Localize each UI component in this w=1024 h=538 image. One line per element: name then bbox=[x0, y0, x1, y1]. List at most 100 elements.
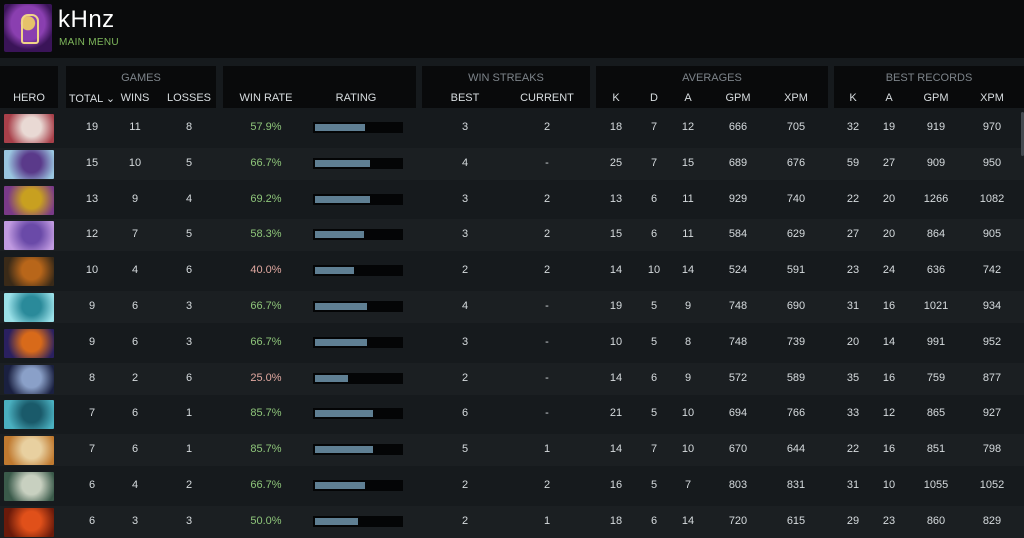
best-gpm-cell: 991 bbox=[926, 335, 946, 348]
avg-gpm-cell: 720 bbox=[728, 514, 748, 527]
col-best-gpm[interactable]: GPM bbox=[923, 92, 949, 104]
col-best-assists[interactable]: A bbox=[885, 92, 893, 104]
total-cell: 13 bbox=[85, 192, 99, 205]
table-row[interactable]: 9 6 3 66.7% 3 - 10 5 8 748 739 20 14 991 952 bbox=[0, 327, 1024, 359]
table-row[interactable]: 12 7 5 58.3% 3 2 15 6 11 584 629 27 20 864 905 bbox=[0, 219, 1024, 251]
col-avg-assists[interactable]: A bbox=[684, 92, 692, 104]
col-losses[interactable]: LOSSES bbox=[166, 92, 212, 104]
avg-xpm-cell: 591 bbox=[786, 264, 806, 277]
best-kills-cell: 27 bbox=[846, 228, 860, 241]
table-row[interactable]: 13 9 4 69.2% 3 2 13 6 11 929 740 22 20 1266 1082 bbox=[0, 184, 1024, 216]
col-best-streak[interactable]: BEST bbox=[450, 92, 480, 104]
rating-bar-fill bbox=[315, 517, 358, 525]
losses-cell: 1 bbox=[185, 443, 193, 456]
table-row[interactable]: 7 6 1 85.7% 5 1 14 7 10 670 644 22 16 851 798 bbox=[0, 434, 1024, 466]
total-cell: 9 bbox=[88, 300, 96, 312]
profile-avatar[interactable] bbox=[4, 4, 52, 52]
current-streak-cell: - bbox=[545, 156, 549, 169]
table-row[interactable]: 8 2 6 25.0% 2 - 14 6 9 572 589 35 16 759 877 bbox=[0, 363, 1024, 395]
losses-cell: 6 bbox=[185, 371, 193, 384]
rating-bar bbox=[313, 515, 403, 527]
col-avg-kills[interactable]: K bbox=[612, 92, 620, 104]
hero-portrait[interactable] bbox=[4, 507, 54, 537]
win-rate-cell: 85.7% bbox=[250, 407, 282, 420]
avg-assists-cell: 9 bbox=[684, 371, 692, 384]
best-streak-cell: 2 bbox=[461, 514, 469, 527]
best-gpm-cell: 851 bbox=[926, 443, 946, 456]
hero-portrait[interactable] bbox=[4, 400, 54, 430]
rating-bar bbox=[313, 408, 403, 420]
avg-xpm-cell: 739 bbox=[786, 335, 806, 348]
best-xpm-cell: 905 bbox=[982, 228, 1002, 241]
col-best-kills[interactable]: K bbox=[849, 92, 857, 104]
col-avg-gpm[interactable]: GPM bbox=[725, 92, 751, 104]
scrollbar-thumb[interactable] bbox=[1021, 112, 1024, 156]
table-row[interactable]: 6 4 2 66.7% 2 2 16 5 7 803 831 31 10 1055 1052 bbox=[0, 470, 1024, 502]
wins-cell: 6 bbox=[131, 443, 139, 456]
table-row[interactable]: 19 11 8 57.9% 3 2 18 7 12 666 705 32 19 919 970 bbox=[0, 112, 1024, 144]
rating-bar-fill bbox=[315, 303, 367, 310]
hero-portrait[interactable] bbox=[4, 472, 54, 501]
avg-assists-cell: 10 bbox=[681, 407, 695, 420]
avg-assists-cell: 12 bbox=[681, 121, 695, 133]
best-xpm-cell: 950 bbox=[982, 156, 1002, 169]
rating-bar-fill bbox=[315, 446, 373, 454]
current-streak-cell: 2 bbox=[543, 192, 551, 205]
hero-portrait[interactable] bbox=[4, 328, 54, 358]
avg-assists-cell: 9 bbox=[684, 300, 692, 312]
losses-cell: 8 bbox=[185, 121, 193, 133]
col-avg-xpm[interactable]: XPM bbox=[784, 92, 808, 104]
best-assists-cell: 16 bbox=[882, 300, 896, 312]
group-averages: AVERAGES bbox=[682, 72, 742, 84]
table-row[interactable]: 9 6 3 66.7% 4 - 19 5 9 748 690 31 16 1021 934 bbox=[0, 291, 1024, 323]
main-menu-link[interactable]: MAIN MENU bbox=[59, 37, 119, 48]
hero-portrait[interactable] bbox=[4, 257, 54, 287]
total-cell: 8 bbox=[88, 371, 96, 384]
hero-portrait[interactable] bbox=[4, 149, 54, 179]
hero-portrait[interactable] bbox=[4, 364, 54, 394]
hero-portrait[interactable] bbox=[4, 114, 54, 143]
col-avg-deaths[interactable]: D bbox=[650, 92, 658, 104]
rating-bar bbox=[313, 336, 403, 348]
best-gpm-cell: 1055 bbox=[923, 479, 949, 491]
best-gpm-cell: 865 bbox=[926, 407, 946, 420]
avg-xpm-cell: 629 bbox=[786, 228, 806, 241]
total-cell: 7 bbox=[88, 407, 96, 420]
wins-cell: 6 bbox=[131, 407, 139, 420]
wins-cell: 9 bbox=[131, 192, 139, 205]
wins-cell: 3 bbox=[131, 514, 139, 527]
hero-portrait[interactable] bbox=[4, 185, 54, 215]
header-block-games bbox=[66, 66, 216, 108]
table-row[interactable]: 10 4 6 40.0% 2 2 14 10 14 524 591 23 24 636 742 bbox=[0, 255, 1024, 287]
rating-bar bbox=[313, 265, 403, 277]
total-cell: 9 bbox=[88, 335, 96, 348]
col-wins[interactable]: WINS bbox=[120, 92, 150, 104]
table-row[interactable]: 15 10 5 66.7% 4 - 25 7 15 689 676 59 27 909 950 bbox=[0, 148, 1024, 180]
avg-kills-cell: 19 bbox=[609, 300, 623, 312]
hero-portrait[interactable] bbox=[4, 293, 54, 322]
best-xpm-cell: 970 bbox=[982, 121, 1002, 133]
col-rating[interactable]: RATING bbox=[335, 92, 377, 104]
col-win-rate[interactable]: WIN RATE bbox=[239, 92, 293, 104]
best-streak-cell: 3 bbox=[461, 121, 469, 133]
rating-bar-fill bbox=[315, 159, 370, 167]
current-streak-cell: 2 bbox=[543, 228, 551, 241]
avg-assists-cell: 15 bbox=[681, 156, 695, 169]
avg-kills-cell: 15 bbox=[609, 228, 623, 241]
best-gpm-cell: 919 bbox=[926, 121, 946, 133]
col-hero[interactable]: HERO bbox=[13, 92, 45, 104]
best-assists-cell: 19 bbox=[882, 121, 896, 133]
hero-portrait[interactable] bbox=[4, 221, 54, 251]
total-cell: 6 bbox=[88, 514, 96, 527]
col-total[interactable]: TOTAL ⌄ bbox=[68, 93, 116, 105]
avg-assists-cell: 8 bbox=[684, 335, 692, 348]
rating-bar bbox=[313, 193, 403, 205]
table-row[interactable]: 6 3 3 50.0% 2 1 18 6 14 720 615 29 23 860 829 bbox=[0, 506, 1024, 538]
rating-bar bbox=[313, 157, 403, 169]
best-gpm-cell: 1266 bbox=[923, 192, 949, 205]
hero-portrait[interactable] bbox=[4, 436, 54, 466]
col-best-xpm[interactable]: XPM bbox=[980, 92, 1004, 104]
table-row[interactable]: 7 6 1 85.7% 6 - 21 5 10 694 766 33 12 865 927 bbox=[0, 398, 1024, 430]
best-kills-cell: 31 bbox=[846, 479, 860, 491]
col-current-streak[interactable]: CURRENT bbox=[520, 92, 574, 104]
